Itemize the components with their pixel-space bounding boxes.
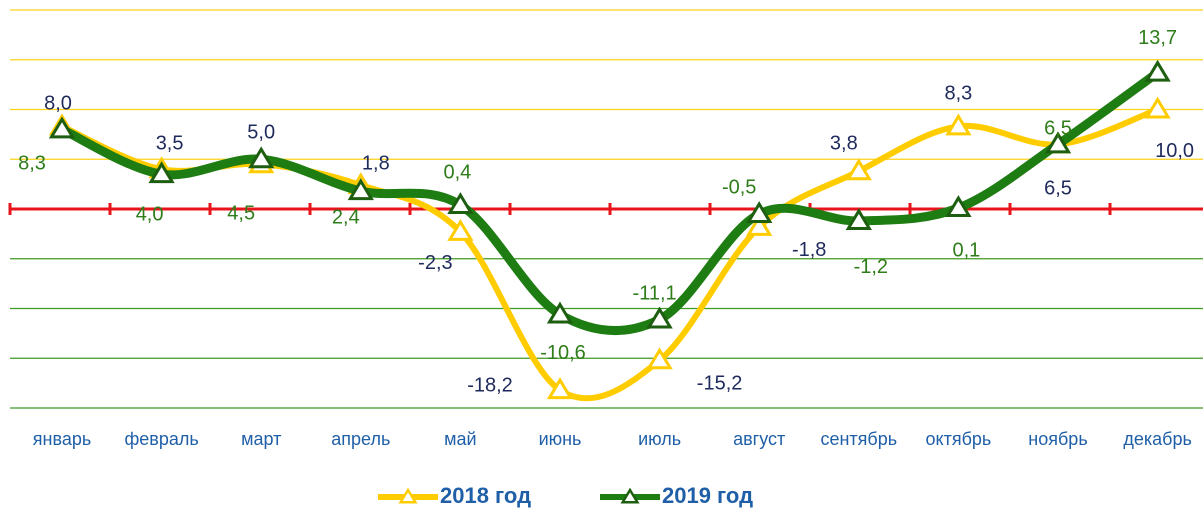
data-label: 13,7	[1138, 27, 1177, 49]
data-label: -15,2	[697, 373, 743, 395]
point-marker	[1044, 131, 1072, 154]
data-label: 10,0	[1155, 140, 1194, 162]
x-tick-label: сентябрь	[820, 429, 897, 449]
data-label: 6,5	[1044, 178, 1072, 200]
data-label: -18,2	[467, 374, 513, 396]
data-label: 3,5	[156, 132, 184, 154]
point-marker	[646, 306, 673, 329]
data-label: 8,0	[44, 93, 72, 115]
data-label: -11,1	[633, 283, 677, 305]
data-label: -1,2	[854, 256, 888, 278]
x-tick-label: апрель	[331, 429, 390, 449]
point-marker	[148, 161, 175, 184]
point-marker	[746, 201, 773, 223]
x-tick-label: ноябрь	[1028, 429, 1087, 449]
point-marker	[447, 192, 474, 215]
point-marker	[546, 377, 574, 400]
point-marker	[1144, 96, 1171, 119]
point-marker	[845, 158, 872, 181]
point-marker	[1144, 59, 1171, 82]
point-marker	[746, 213, 773, 236]
legend-label: 2018 год	[440, 483, 531, 508]
series-line	[60, 106, 1159, 402]
point-marker	[48, 116, 76, 139]
x-tick-label: январь	[33, 429, 91, 449]
x-tick-label: июнь	[539, 429, 582, 449]
x-tick-label: май	[444, 429, 476, 449]
point-marker	[945, 195, 972, 218]
data-label: 0,1	[952, 239, 980, 261]
legend-marker	[620, 487, 640, 504]
x-tick-label: февраль	[124, 429, 198, 449]
data-label: 2,4	[332, 206, 360, 228]
x-tick-label: октябрь	[926, 429, 992, 449]
point-marker	[447, 218, 474, 241]
data-label: 0,4	[443, 161, 471, 183]
point-marker	[248, 146, 275, 169]
data-label: -1,8	[792, 239, 826, 261]
point-marker	[646, 347, 673, 370]
x-tick-label: август	[733, 429, 785, 449]
point-marker	[945, 113, 972, 136]
data-label: 8,3	[18, 153, 46, 175]
x-tick-label: март	[241, 429, 281, 449]
point-marker	[546, 301, 574, 324]
data-label: 5,0	[247, 122, 275, 144]
legend-marker	[398, 487, 418, 504]
x-tick-label: декабрь	[1123, 429, 1192, 449]
data-label: -2,3	[418, 252, 452, 274]
data-label: 3,8	[830, 132, 858, 154]
data-label: -0,5	[722, 176, 756, 198]
point-marker	[845, 208, 872, 230]
legend-label: 2019 год	[662, 483, 753, 508]
point-marker	[347, 178, 374, 201]
data-label: 1,8	[362, 152, 390, 174]
x-tick-label: июль	[638, 429, 681, 449]
data-label: -10,6	[540, 342, 586, 364]
data-label: 4,0	[136, 203, 164, 225]
data-label: 6,5	[1044, 118, 1072, 140]
data-label: 4,5	[227, 203, 255, 225]
data-label: 8,3	[944, 83, 972, 105]
